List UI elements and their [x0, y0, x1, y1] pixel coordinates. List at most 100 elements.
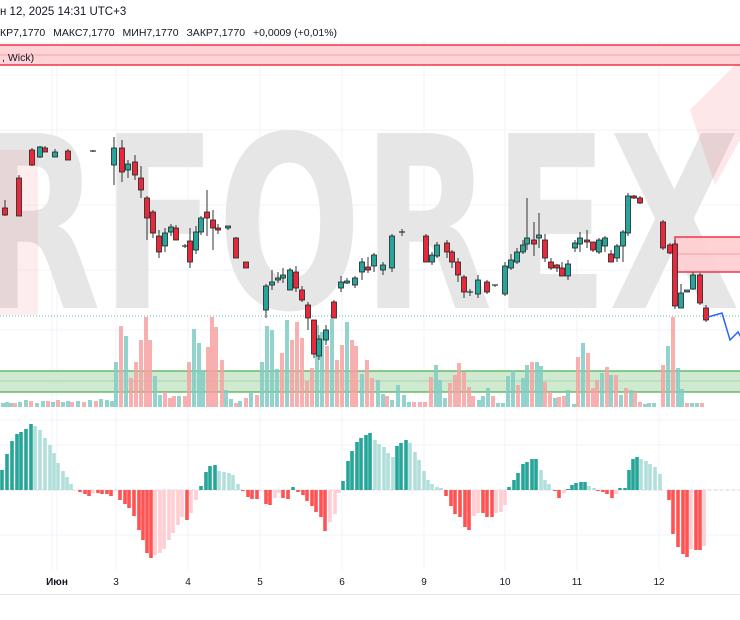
oscillator-bar [574, 483, 578, 490]
candle-body [311, 319, 317, 355]
oscillator-bar [377, 444, 381, 490]
watermark: RFOREX [0, 85, 740, 365]
candle-body [667, 244, 673, 254]
volume-bar [51, 402, 55, 407]
oscillator-bar [314, 490, 318, 512]
ohlc-low: МИН7,1770 [122, 27, 179, 39]
candle-body [2, 207, 8, 216]
oscillator-bar [476, 490, 480, 513]
oscillator-bar [698, 490, 702, 550]
oscillator-bar [208, 466, 212, 490]
volume-bar [443, 398, 447, 407]
oscillator-bar [56, 463, 60, 490]
candle-body [162, 232, 168, 247]
oscillator-bar [328, 490, 332, 522]
candle-body [631, 195, 637, 199]
oscillator-bar [610, 490, 614, 498]
volume-bar [647, 403, 651, 407]
volume-bar [300, 338, 304, 407]
candle-body [193, 231, 199, 251]
x-axis-label: 9 [421, 577, 427, 588]
candle-body [299, 289, 305, 301]
oscillator-bar [33, 426, 37, 490]
oscillator-bar [141, 490, 145, 540]
oscillator-bar [341, 481, 345, 490]
candle-body [150, 211, 156, 234]
oscillator-bar [29, 424, 33, 490]
candle-body [625, 195, 631, 234]
candle-body [287, 269, 293, 291]
volume-bar [224, 390, 228, 407]
volume-bar [18, 402, 22, 407]
oscillator-bar [52, 453, 56, 490]
volume-bar [462, 372, 466, 407]
volume-bar [1, 403, 5, 407]
oscillator-bar [296, 490, 300, 492]
volume-bar [110, 401, 114, 407]
oscillator-bar [583, 482, 587, 490]
oscillator-bar [364, 435, 368, 490]
volume-bar [220, 360, 224, 407]
candle-body [559, 267, 565, 277]
volume-bar [148, 340, 152, 407]
oscillator-bar [100, 490, 104, 494]
volume-bar [572, 404, 576, 407]
oscillator-bar [61, 471, 65, 490]
volume-bar [624, 388, 628, 407]
candle-body [65, 150, 71, 161]
candle-body [602, 237, 608, 247]
oscillator-bar [10, 441, 14, 490]
oscillator-bar [408, 443, 412, 490]
volume-bar [46, 401, 50, 407]
volume-bar [661, 365, 665, 407]
volume-bar [600, 373, 604, 407]
candle-body [37, 146, 43, 158]
candle-body [365, 266, 371, 271]
oscillator-bar [359, 438, 363, 490]
volume-bar [457, 363, 461, 407]
oscillator-bar [426, 480, 430, 490]
candle-body [389, 235, 395, 269]
volume-bar [244, 398, 248, 407]
ohlc-readout: КР7,1770 МАКС7,1770 МИН7,1770 ЗАКР7,1770… [0, 27, 342, 39]
oscillator-bar [15, 434, 19, 490]
candle-body [542, 239, 548, 259]
volume-bar [325, 346, 329, 407]
x-axis-label: 3 [113, 577, 119, 588]
volume-bar [197, 343, 201, 407]
oscillator-bar [413, 452, 417, 490]
candle-body [455, 261, 461, 276]
oscillator-bar [281, 490, 285, 498]
oscillator-bar [246, 490, 250, 497]
oscillator-bar [255, 490, 259, 499]
oscillator-bar [644, 461, 648, 490]
volume-bar [471, 396, 475, 407]
oscillator-bar [236, 484, 240, 490]
candle-body [305, 304, 311, 319]
oscillator-bar [38, 430, 42, 490]
candle-body [42, 147, 48, 153]
volume-bar [614, 375, 618, 407]
oscillator-bar [667, 490, 671, 500]
volume-bar [114, 362, 118, 407]
oscillator-bar [458, 490, 462, 517]
header-date: н 12, 2025 14:31 UTC+3 [0, 6, 127, 18]
oscillator-bar [250, 490, 254, 499]
candle-body [269, 281, 275, 286]
x-axis-label: 6 [339, 577, 345, 588]
candle-body [444, 242, 450, 253]
oscillator-bar [368, 433, 372, 490]
volume-bar [566, 390, 570, 407]
oscillator-bar [444, 490, 448, 496]
volume-bar [99, 399, 103, 407]
volume-bar [144, 317, 148, 407]
candle-body [316, 338, 322, 357]
candle-body [554, 264, 560, 269]
x-axis-label: 10 [499, 577, 511, 588]
volume-bar [360, 374, 364, 407]
candle-body [233, 237, 239, 259]
volume-bar [310, 368, 314, 407]
oscillator-bar [472, 490, 476, 516]
